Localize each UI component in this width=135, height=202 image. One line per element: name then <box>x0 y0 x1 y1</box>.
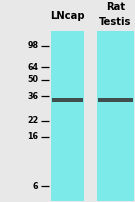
Text: 50: 50 <box>28 75 38 84</box>
Text: 6: 6 <box>33 182 38 191</box>
Text: LNcap: LNcap <box>50 11 85 21</box>
Bar <box>98 98 133 102</box>
Text: Testis: Testis <box>99 17 132 27</box>
Bar <box>97 31 134 201</box>
Text: 98: 98 <box>27 41 38 50</box>
Text: Rat: Rat <box>106 2 125 12</box>
Text: 36: 36 <box>28 92 38 101</box>
Text: 64: 64 <box>28 63 38 72</box>
Bar <box>51 31 84 201</box>
Text: 22: 22 <box>27 116 38 125</box>
Text: 16: 16 <box>28 133 38 141</box>
Bar <box>52 98 83 102</box>
